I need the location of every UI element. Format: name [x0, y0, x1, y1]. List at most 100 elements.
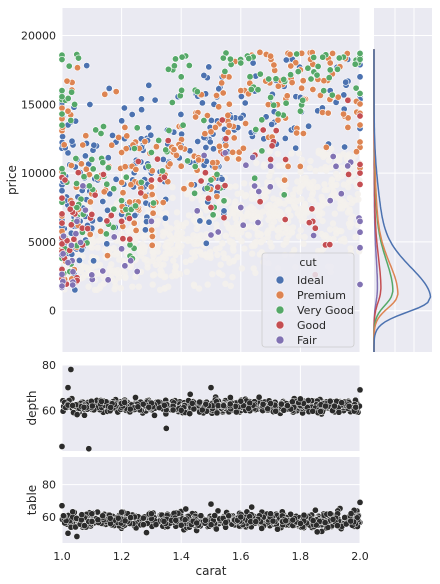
table-point — [64, 529, 72, 537]
depth-point — [278, 400, 285, 408]
data-point-premium — [119, 189, 127, 197]
x-tick-label: 1.6 — [232, 550, 250, 563]
depth-point — [126, 405, 134, 413]
data-point-good — [103, 217, 111, 225]
data-point-premium — [126, 198, 134, 206]
cloud-point — [333, 170, 340, 178]
data-point-good — [68, 199, 76, 207]
depth-point — [326, 397, 334, 405]
data-point-very-good — [191, 189, 199, 197]
data-point-good — [107, 211, 115, 219]
cloud-point — [172, 251, 179, 259]
table-point — [282, 517, 290, 525]
cloud-point — [217, 261, 224, 268]
data-point-good — [268, 142, 276, 150]
depth-point — [198, 406, 206, 414]
depth-axis-label: depth — [25, 391, 39, 426]
cloud-point — [190, 216, 197, 223]
data-point-premium — [86, 230, 94, 238]
data-point-very-good — [88, 155, 96, 163]
data-point-very-good — [92, 126, 100, 134]
data-point-premium — [82, 132, 90, 140]
cloud-point — [266, 201, 273, 209]
cloud-point — [250, 205, 257, 213]
depth-point — [246, 399, 254, 407]
data-point-premium — [77, 160, 85, 168]
cloud-point — [289, 224, 297, 231]
data-point-very-good — [80, 173, 88, 181]
table-point — [297, 520, 304, 527]
data-point-ideal — [118, 117, 126, 125]
data-point-premium — [356, 121, 364, 129]
data-point-ideal — [342, 78, 350, 86]
depth-point — [145, 403, 153, 411]
cloud-point — [253, 159, 260, 167]
data-point-premium — [159, 199, 167, 207]
data-point-premium — [334, 93, 342, 101]
data-point-very-good — [102, 230, 110, 238]
legend-label-fair: Fair — [297, 334, 317, 347]
data-point-premium — [201, 130, 209, 138]
data-point-very-good — [200, 117, 208, 125]
data-point-very-good — [293, 50, 301, 58]
data-point-premium — [64, 107, 72, 115]
data-point-premium — [274, 82, 282, 90]
data-point-premium — [299, 77, 307, 85]
data-point-premium — [108, 141, 116, 149]
data-point-very-good — [177, 73, 185, 81]
cloud-point — [149, 281, 156, 288]
data-point-ideal — [109, 131, 117, 139]
data-point-premium — [74, 64, 82, 72]
data-point-premium — [224, 128, 232, 136]
cloud-point — [257, 239, 265, 246]
data-point-very-good — [319, 53, 327, 61]
table-point — [172, 516, 180, 524]
data-point-fair — [64, 259, 72, 267]
y-tick-label: 60 — [42, 404, 56, 417]
cloud-point — [136, 245, 143, 252]
cloud-point — [279, 162, 286, 169]
data-point-ideal — [96, 215, 104, 223]
data-point-good — [214, 183, 222, 191]
data-point-good — [61, 176, 69, 184]
data-point-premium — [324, 109, 332, 117]
data-point-premium — [344, 123, 352, 131]
depth-point — [81, 411, 88, 419]
cloud-point — [225, 224, 232, 231]
data-point-very-good — [274, 110, 282, 118]
cloud-point — [231, 204, 238, 212]
cloud-point — [354, 190, 361, 198]
data-point-very-good — [58, 87, 66, 95]
cloud-point — [301, 200, 309, 208]
data-point-fair — [337, 190, 345, 198]
depth-point — [309, 407, 317, 415]
data-point-very-good — [100, 123, 108, 131]
data-point-premium — [274, 116, 282, 124]
cloud-point — [270, 195, 277, 202]
data-point-ideal — [237, 114, 245, 122]
data-point-very-good — [147, 149, 155, 157]
cloud-point — [340, 181, 348, 188]
data-point-good — [154, 155, 162, 163]
depth-point — [202, 400, 210, 408]
cloud-point — [336, 154, 343, 161]
data-point-good — [84, 225, 92, 233]
data-point-ideal — [141, 226, 149, 234]
data-point-very-good — [287, 71, 295, 79]
table-point — [81, 522, 88, 530]
data-point-very-good — [265, 75, 273, 83]
cloud-point — [228, 230, 236, 237]
depth-point — [132, 394, 139, 401]
data-point-ideal — [90, 141, 98, 149]
data-point-ideal — [210, 145, 218, 153]
table-point — [181, 516, 189, 524]
data-point-good — [125, 215, 133, 223]
data-point-very-good — [85, 182, 93, 190]
legend-label-good: Good — [297, 319, 326, 332]
data-point-premium — [148, 226, 156, 234]
cloud-point — [295, 233, 303, 240]
cloud-point — [289, 191, 297, 198]
cloud-point — [266, 148, 273, 155]
table-point — [160, 518, 168, 525]
cloud-point — [232, 183, 239, 190]
